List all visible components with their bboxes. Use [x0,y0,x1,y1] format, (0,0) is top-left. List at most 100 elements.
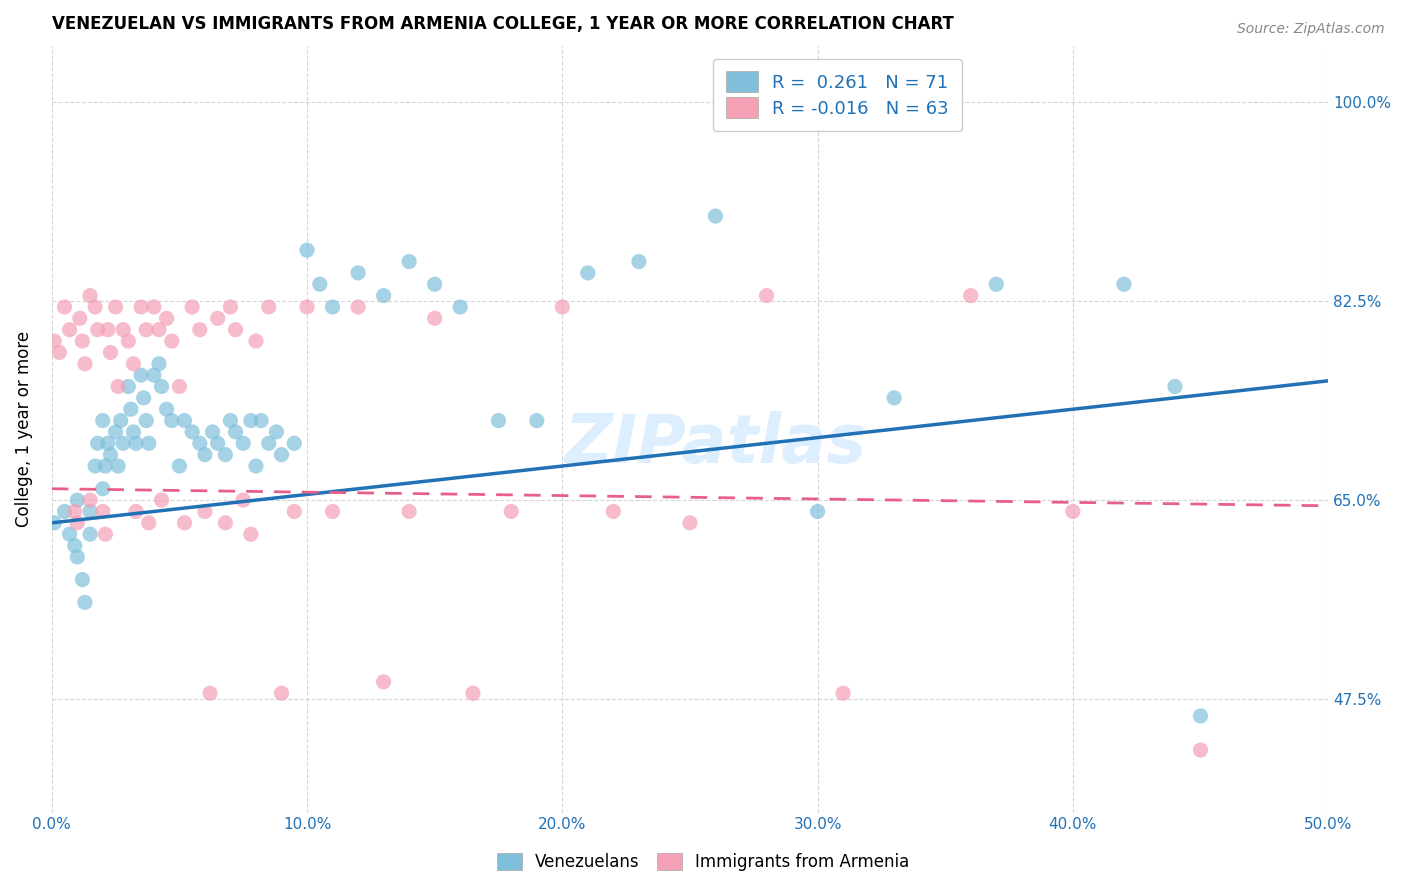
Point [1062,504,1084,518]
Point [347,266,370,280]
Point [207,436,229,450]
Point [270,686,292,700]
Point [91,482,114,496]
Point [59,527,82,541]
Point [79,527,101,541]
Point [1164,379,1187,393]
Point [84,458,107,473]
Point [423,277,446,292]
Point [219,300,242,314]
Point [214,516,236,530]
Point [576,266,599,280]
Point [129,368,152,383]
Point [959,288,981,302]
Point [142,368,165,383]
Point [169,458,191,473]
Text: ZIPatlas: ZIPatlas [564,411,866,477]
Point [283,436,305,450]
Point [169,379,191,393]
Point [322,504,344,518]
Point [423,311,446,326]
Point [232,436,254,450]
Point [322,300,344,314]
Point [94,527,117,541]
Point [132,391,155,405]
Point [63,539,86,553]
Point [94,458,117,473]
Point [347,300,370,314]
Point [156,311,179,326]
Point [194,504,217,518]
Point [44,516,66,530]
Point [245,458,267,473]
Point [308,277,330,292]
Point [295,300,318,314]
Text: VENEZUELAN VS IMMIGRANTS FROM ARMENIA COLLEGE, 1 YEAR OR MORE CORRELATION CHART: VENEZUELAN VS IMMIGRANTS FROM ARMENIA CO… [52,15,953,33]
Text: Source: ZipAtlas.com: Source: ZipAtlas.com [1237,22,1385,37]
Point [63,504,86,518]
Point [181,300,204,314]
Point [110,414,132,428]
Point [295,243,318,257]
Point [72,334,94,348]
Point [86,436,108,450]
Point [66,549,89,564]
Point [225,323,247,337]
Point [160,414,183,428]
Point [232,493,254,508]
Point [100,448,122,462]
Point [449,300,471,314]
Point [59,323,82,337]
Point [627,254,650,268]
Point [86,323,108,337]
Point [704,209,727,223]
Point [91,414,114,428]
Point [832,686,855,700]
Point [239,527,262,541]
Point [122,357,145,371]
Point [245,334,267,348]
Point [44,334,66,348]
Point [107,379,129,393]
Point [239,414,262,428]
Point [148,357,170,371]
Point [150,493,173,508]
Point [526,414,548,428]
Point [266,425,288,439]
Point [188,436,211,450]
Point [398,504,420,518]
Point [160,334,183,348]
Point [257,300,280,314]
Point [117,379,139,393]
Point [194,448,217,462]
Point [173,516,195,530]
Point [1189,743,1212,757]
Point [551,300,574,314]
Point [148,323,170,337]
Point [129,300,152,314]
Point [138,516,160,530]
Point [219,414,242,428]
Point [257,436,280,450]
Point [1112,277,1135,292]
Point [755,288,778,302]
Point [373,288,395,302]
Point [488,414,510,428]
Point [214,448,236,462]
Point [142,300,165,314]
Point [461,686,484,700]
Point [122,425,145,439]
Point [135,323,157,337]
Point [135,414,157,428]
Point [986,277,1008,292]
Point [181,425,204,439]
Point [104,300,127,314]
Point [883,391,905,405]
Y-axis label: College, 1 year or more: College, 1 year or more [15,331,32,527]
Point [207,311,229,326]
Point [97,323,120,337]
Point [270,448,292,462]
Legend: R =  0.261   N = 71, R = -0.016   N = 63: R = 0.261 N = 71, R = -0.016 N = 63 [713,59,962,131]
Point [112,436,135,450]
Point [138,436,160,450]
